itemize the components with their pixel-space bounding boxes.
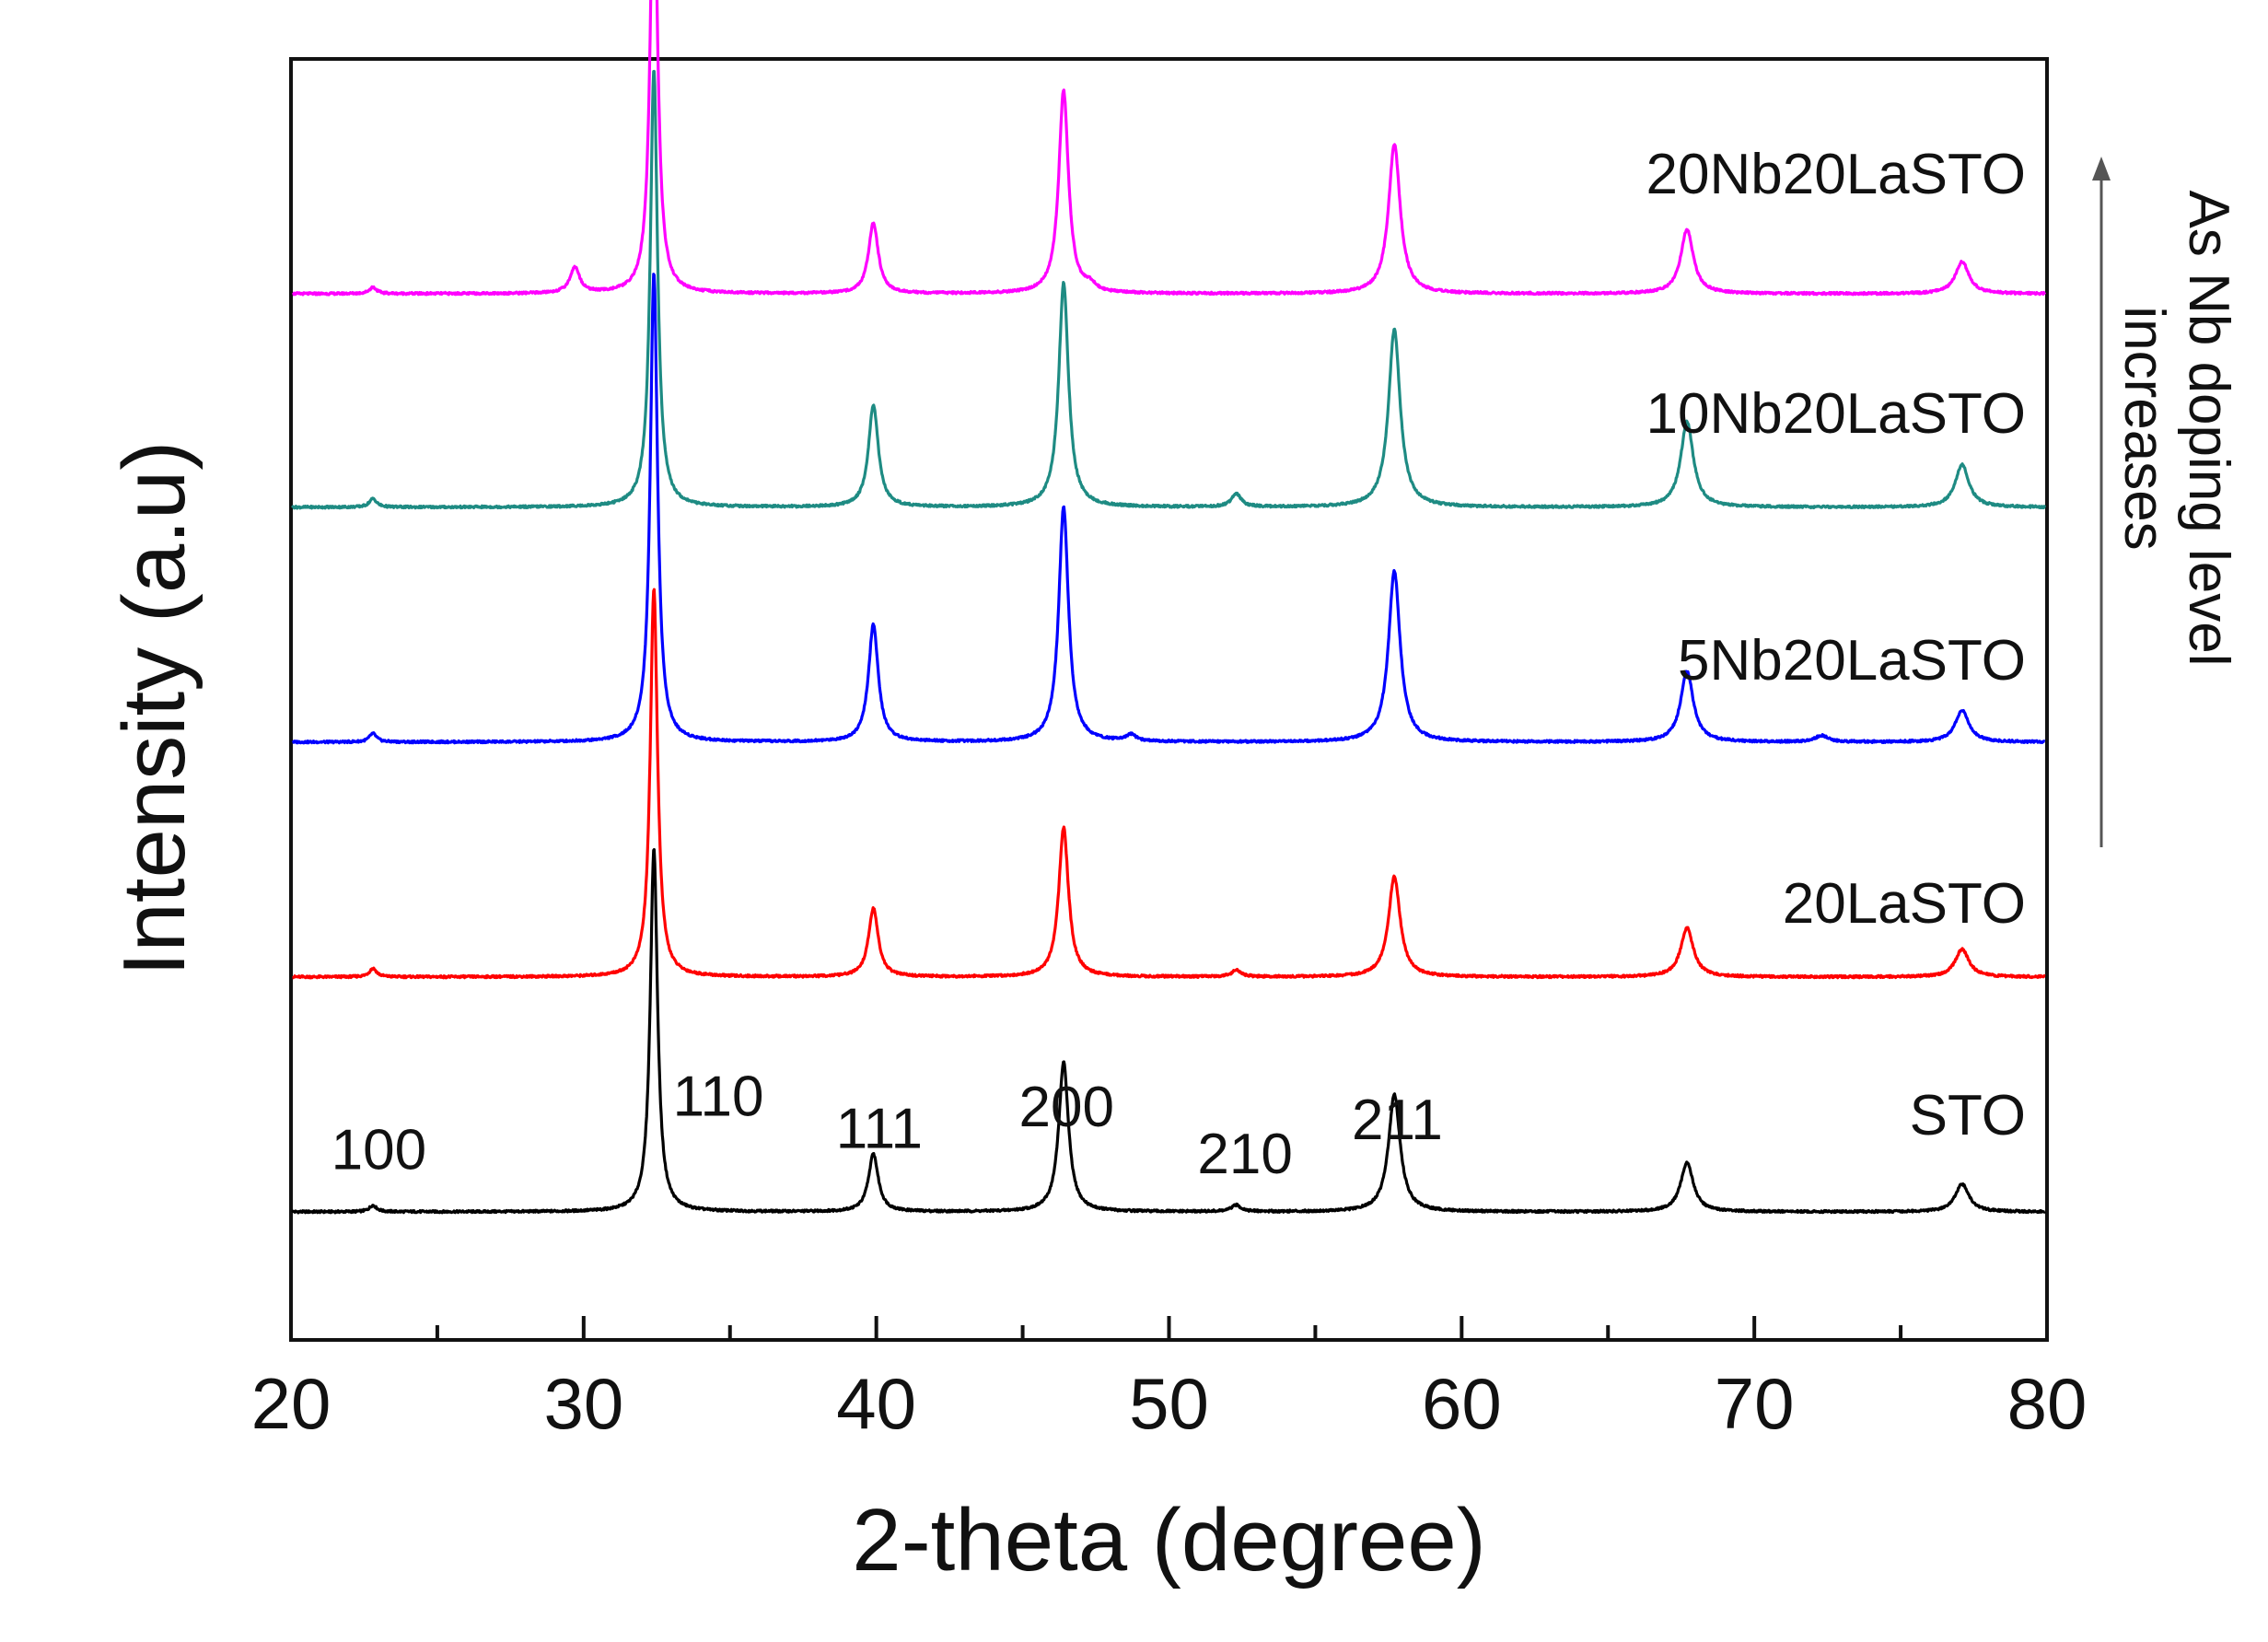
- x-axis-title: 2-theta (degree): [852, 1491, 1485, 1590]
- x-tick-label-30: 30: [543, 1363, 623, 1444]
- peak-label-100: 100: [331, 1119, 426, 1182]
- doping-annotation: As Nb doping level increases: [2092, 157, 2240, 847]
- peak-label-111: 111: [836, 1097, 923, 1160]
- series-label-20LaSTO: 20LaSTO: [1783, 872, 2026, 936]
- series-group: [291, 0, 2047, 1215]
- annotation-arrow-up-icon: [2092, 157, 2111, 181]
- x-tick-label-20: 20: [251, 1363, 331, 1444]
- peak-label-110: 110: [673, 1066, 764, 1129]
- series-line-10Nb20LaSTO: [291, 69, 2047, 510]
- x-tick-label-80: 80: [2007, 1363, 2088, 1444]
- series-line-STO: [291, 848, 2046, 1215]
- x-tick-label-40: 40: [836, 1363, 916, 1444]
- series-line-20LaSTO: [291, 588, 2046, 980]
- series-label-STO: STO: [1910, 1084, 2026, 1147]
- peak-label-211: 211: [1352, 1089, 1443, 1152]
- peak-label-200: 200: [1019, 1076, 1114, 1139]
- series-label-10Nb20LaSTO: 10Nb20LaSTO: [1646, 382, 2026, 446]
- y-axis-title: Intensity (a.u): [105, 441, 204, 977]
- x-tick-label-70: 70: [1715, 1363, 1795, 1444]
- annotation-line-1: As Nb doping level: [2177, 191, 2240, 667]
- x-axis-ticks: [289, 1316, 2049, 1340]
- series-line-5Nb20LaSTO: [291, 273, 2046, 745]
- series-line-20Nb20LaSTO: [291, 0, 2047, 297]
- series-label-20Nb20LaSTO: 20Nb20LaSTO: [1646, 143, 2026, 206]
- x-tick-label-60: 60: [1422, 1363, 1502, 1444]
- plot-frame: [289, 57, 2049, 1342]
- peak-label-210: 210: [1197, 1123, 1292, 1186]
- series-labels: STO 20LaSTO 5Nb20LaSTO 10Nb20LaSTO 20Nb20LaS…: [1646, 143, 2026, 1147]
- peak-labels: 100 110 111 200 210 211: [331, 1066, 1443, 1187]
- x-axis-tick-labels: 20 30 40 50 60 70 80: [251, 1363, 2088, 1444]
- annotation-line-2: increases: [2112, 306, 2176, 550]
- series-label-5Nb20LaSTO: 5Nb20LaSTO: [1678, 629, 2026, 693]
- x-tick-label-50: 50: [1129, 1363, 1209, 1444]
